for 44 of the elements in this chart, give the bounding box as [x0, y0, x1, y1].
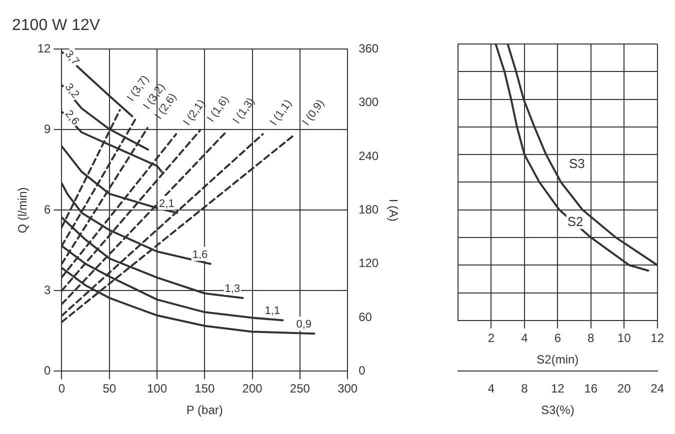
- y-axis-title: Q (l/min): [16, 187, 30, 234]
- x-tick-label: 300: [338, 382, 358, 396]
- x2-tick-label: 20: [617, 382, 632, 396]
- series-label: 2,1: [159, 198, 174, 210]
- series-label: S3: [568, 156, 585, 172]
- x-tick-label: 12: [650, 330, 664, 345]
- y-tick-label: 6: [44, 202, 52, 217]
- x2-tick-label: 16: [584, 382, 598, 396]
- x-tick-label: 6: [554, 330, 562, 345]
- y2-tick-label: 120: [358, 256, 379, 270]
- y2-tick-label: 180: [358, 202, 379, 217]
- series-label: 1,6: [192, 248, 208, 261]
- x-tick-label: 50: [102, 382, 116, 396]
- x2-axis-title: S3(%): [540, 403, 574, 418]
- y2-tick-label: 300: [358, 95, 379, 110]
- x-axis-title: P (bar): [186, 403, 223, 418]
- x-tick-label: 10: [617, 330, 632, 345]
- y2-tick-label: 60: [358, 310, 372, 324]
- y2-tick-label: 0: [358, 364, 366, 378]
- x-tick-label: 100: [147, 382, 168, 396]
- x-tick-label: 150: [194, 382, 215, 396]
- y2-tick-label: 360: [358, 42, 379, 56]
- x-tick-label: 0: [58, 382, 66, 396]
- series-label: 1,3: [224, 282, 240, 295]
- chart-title: 2100 W 12V: [12, 17, 100, 34]
- x-tick-label: 2: [488, 330, 495, 345]
- text: 2,6: [62, 108, 82, 128]
- x-tick-label: 8: [588, 330, 595, 345]
- y-tick-label: 9: [44, 122, 52, 136]
- text: 3,2: [62, 81, 82, 101]
- y2-tick-label: 240: [358, 148, 379, 163]
- x2-tick-label: 24: [650, 382, 664, 396]
- series-label: 1,1: [264, 305, 280, 318]
- y-tick-label: 12: [37, 42, 52, 56]
- y-tick-label: 3: [44, 283, 52, 298]
- x-tick-label: 4: [521, 330, 528, 345]
- y-tick-label: 0: [44, 364, 52, 378]
- series-label: 0,9: [296, 318, 312, 331]
- x-tick-label: 200: [242, 382, 263, 396]
- series-label: S2: [567, 214, 584, 229]
- y2-axis-title: I (A): [386, 198, 400, 222]
- x-axis-title: S2(min): [536, 352, 579, 366]
- text: 3,7: [62, 48, 82, 68]
- x-tick-label: 250: [290, 382, 310, 396]
